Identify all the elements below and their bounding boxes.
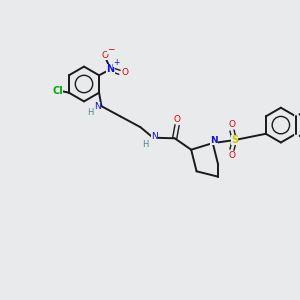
Text: N: N xyxy=(94,102,101,111)
Text: O: O xyxy=(174,115,181,124)
Text: O: O xyxy=(102,51,109,60)
Text: O: O xyxy=(229,120,236,129)
Text: N: N xyxy=(211,136,218,145)
Text: +: + xyxy=(113,58,120,67)
Text: H: H xyxy=(87,108,93,117)
Text: O: O xyxy=(229,151,236,160)
Text: N: N xyxy=(151,132,158,141)
Text: −: − xyxy=(107,45,115,54)
Text: S: S xyxy=(231,135,238,145)
Text: N: N xyxy=(106,64,115,74)
Text: H: H xyxy=(142,140,149,149)
Text: Cl: Cl xyxy=(52,85,63,96)
Text: O: O xyxy=(122,68,128,77)
